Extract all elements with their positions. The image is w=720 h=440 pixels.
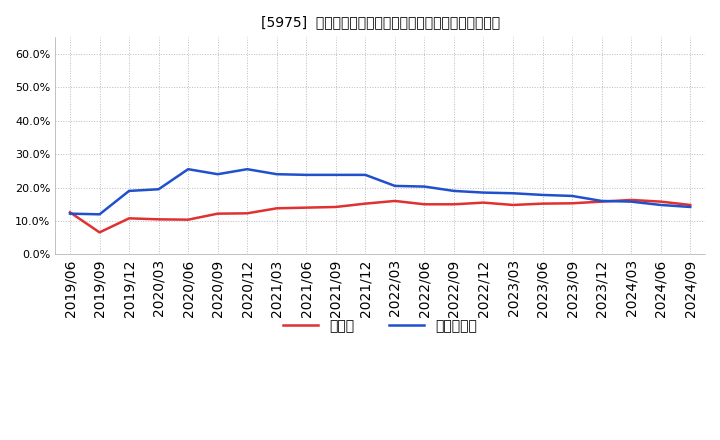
現預金: [243, 211, 251, 216]
有利子負債: [302, 172, 310, 177]
現預金: [598, 199, 606, 204]
現預金: [449, 202, 458, 207]
現預金: [480, 200, 488, 205]
有利子負債: [449, 188, 458, 194]
有利子負債: [243, 167, 251, 172]
Title: [5975]  現預金、有利子負債の総資産に対する比率の推移: [5975] 現預金、有利子負債の総資産に対する比率の推移: [261, 15, 500, 29]
現預金: [331, 204, 340, 209]
有利子負債: [125, 188, 133, 194]
現預金: [272, 205, 281, 211]
現預金: [361, 201, 369, 206]
現預金: [154, 217, 163, 222]
現預金: [66, 210, 74, 215]
有利子負債: [539, 192, 547, 198]
有利子負債: [598, 198, 606, 204]
現預金: [627, 197, 636, 202]
有利子負債: [420, 184, 428, 189]
現預金: [657, 199, 665, 204]
現預金: [539, 201, 547, 206]
現預金: [509, 202, 518, 208]
有利子負債: [272, 172, 281, 177]
有利子負債: [154, 187, 163, 192]
有利子負債: [627, 199, 636, 204]
現預金: [125, 216, 133, 221]
現預金: [302, 205, 310, 210]
有利子負債: [95, 212, 104, 217]
有利子負債: [509, 191, 518, 196]
有利子負債: [657, 202, 665, 208]
現預金: [184, 217, 192, 222]
現預金: [390, 198, 399, 204]
現預金: [213, 211, 222, 216]
有利子負債: [331, 172, 340, 177]
有利子負債: [686, 204, 695, 209]
現預金: [420, 202, 428, 207]
有利子負債: [184, 167, 192, 172]
現預金: [95, 230, 104, 235]
有利子負債: [361, 172, 369, 177]
有利子負債: [480, 190, 488, 195]
現預金: [686, 202, 695, 208]
現預金: [568, 201, 577, 206]
Legend: 現預金, 有利子負債: 現預金, 有利子負債: [278, 314, 482, 339]
有利子負債: [66, 211, 74, 216]
Line: 現預金: 現預金: [70, 200, 690, 232]
有利子負債: [568, 193, 577, 198]
有利子負債: [213, 172, 222, 177]
有利子負債: [390, 183, 399, 189]
Line: 有利子負債: 有利子負債: [70, 169, 690, 214]
